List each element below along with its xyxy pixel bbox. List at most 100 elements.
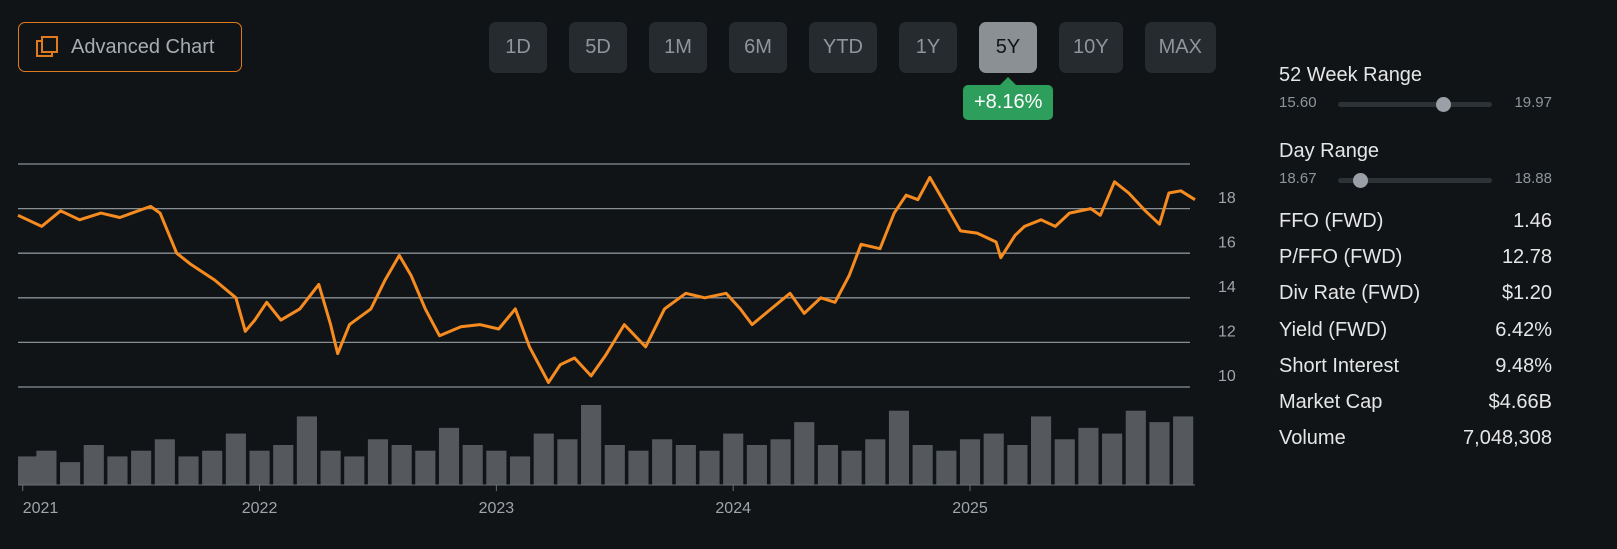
volume-bar [746,445,767,485]
stat-value: 6.42% [1495,318,1552,341]
range-label: Day Range [1279,140,1380,162]
volume-bar [983,433,1004,485]
stat-row: Volume 7,048,308 [1279,427,1552,463]
volume-bar [628,450,649,485]
volume-bar [296,416,317,485]
stat-row: Yield (FWD) 6.42% [1279,319,1552,355]
advanced-chart-button[interactable]: Advanced Chart [18,22,242,72]
x-tick-label: 2021 [23,500,59,517]
period-button[interactable]: 6M [729,22,787,73]
volume-bar [1031,416,1052,485]
volume-bar [154,439,175,485]
period-button[interactable]: 5Y [979,22,1037,73]
volume-bar [652,439,673,485]
stat-value: 12.78 [1501,246,1552,269]
stat-label: P/FFO (FWD) [1279,246,1403,269]
stat-value: 1.46 [1513,210,1552,232]
stat-row: Div Rate (FWD) $1.20 [1279,282,1552,318]
volume-bar [936,450,957,485]
range-marker [1436,97,1452,112]
range-low: 15.60 [1279,94,1317,111]
range-marker [1353,173,1368,188]
volume-bar [1007,445,1028,485]
volume-bar [178,456,199,485]
volume-bar [36,450,57,485]
volume-bar [391,445,412,485]
volume-bar [723,433,744,485]
volume-bar [1102,433,1123,485]
stat-label: Div Rate (FWD) [1279,282,1421,305]
volume-bar [557,439,578,485]
volume-bar [959,439,981,485]
y-tick-label: 10 [1218,368,1236,385]
range-high: 18.88 [1514,170,1552,187]
stat-value: $1.20 [1501,282,1552,305]
volume-bar [18,456,39,485]
stat-row: FFO (FWD) 1.46 [1279,210,1552,246]
range-row: 15.60 19.97 [1279,90,1552,116]
volume-bar [912,445,933,485]
volume-bar [486,450,507,485]
volume-bar [509,456,531,485]
volume-bar [367,439,389,485]
volume-bar [83,445,104,485]
volume-bar [794,422,815,485]
x-tick-label: 2023 [479,500,515,517]
x-tick-label: 2025 [952,500,988,517]
stat-row: P/FFO (FWD) 12.78 [1279,246,1552,282]
stat-row: Market Cap $4.66B [1279,391,1552,427]
chart-icon [36,36,58,57]
range-label: 52 Week Range [1279,64,1423,86]
stats-panel: 52 Week Range 15.60 19.97 Day Range 18.67 18.… [1279,64,1552,463]
period-button[interactable]: 5D [569,22,627,73]
period-button[interactable]: 1M [649,22,707,73]
stat-label: Short Interest [1279,354,1400,377]
volume-bar [581,405,602,485]
volume-bar [817,445,838,485]
stats-list: FFO (FWD) 1.46 P/FFO (FWD) 12.78 Div Rate (F… [1279,210,1552,463]
period-button[interactable]: 1D [489,22,547,73]
volume-bar [225,433,246,485]
y-tick-label: 18 [1218,190,1236,207]
volume-bar [320,450,341,485]
period-button[interactable]: MAX [1144,22,1216,73]
period-button[interactable]: YTD [809,22,877,73]
volume-bar [533,433,554,485]
period-button[interactable]: 10Y [1059,22,1123,73]
volume-bar [888,410,910,485]
volume-bar [1054,439,1075,485]
volume-bar [438,427,460,485]
volume-bar [675,445,696,485]
price-line [17,175,1196,384]
y-tick-label: 16 [1218,234,1236,251]
x-tick-label: 2022 [242,500,278,517]
range-track [1338,97,1492,112]
volume-bar [273,445,294,485]
volume-bar [107,456,128,485]
range-row: 18.67 18.88 [1279,166,1552,192]
volume-bar [131,450,152,485]
range-high: 19.97 [1514,94,1552,111]
stat-value: 9.48% [1495,354,1552,377]
period-button[interactable]: 1Y [899,22,957,73]
range-track [1338,173,1492,188]
volume-bar [699,450,720,485]
volume-bar [415,450,436,485]
volume-bar [1078,427,1099,485]
stat-label: Yield (FWD) [1279,318,1388,341]
stat-label: FFO (FWD) [1279,210,1384,232]
volume-bar [841,450,862,485]
change-badge: +8.16% [963,77,1054,120]
range-low: 18.67 [1279,170,1317,187]
volume-bar [1173,416,1194,485]
volume-bar [60,462,81,485]
volume-bar [249,450,270,485]
volume-bar [865,439,886,485]
volume-bar [604,445,625,485]
y-tick-label: 12 [1218,324,1236,341]
stat-label: Market Cap [1279,390,1383,413]
advanced-chart-label: Advanced Chart [71,35,215,58]
x-tick-label: 2024 [715,500,751,517]
